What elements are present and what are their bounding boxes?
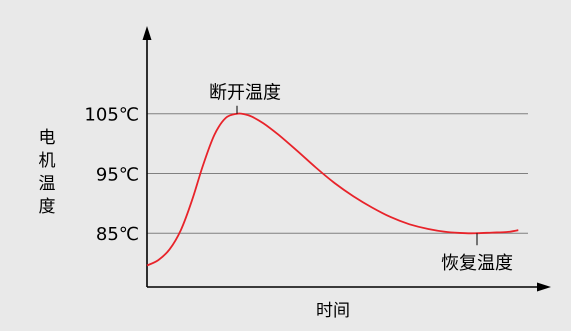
y-tick-labels: 105℃ 95℃ 85℃ xyxy=(84,105,139,246)
annotation-label: 恢复温度 xyxy=(441,253,513,274)
y-tick-label: 85℃ xyxy=(96,224,139,245)
y-axis-label: 电机温度 xyxy=(39,128,56,217)
x-axis-label: 时间 xyxy=(316,301,350,321)
y-axis-arrow-icon xyxy=(142,26,152,40)
x-axis-arrow-icon xyxy=(537,282,551,292)
y-tick-label: 105℃ xyxy=(84,105,139,126)
y-tick-label: 95℃ xyxy=(96,164,139,185)
temperature-curve xyxy=(146,112,519,267)
series xyxy=(146,112,519,267)
annotation-label: 断开温度 xyxy=(209,83,281,104)
axes xyxy=(142,26,551,292)
